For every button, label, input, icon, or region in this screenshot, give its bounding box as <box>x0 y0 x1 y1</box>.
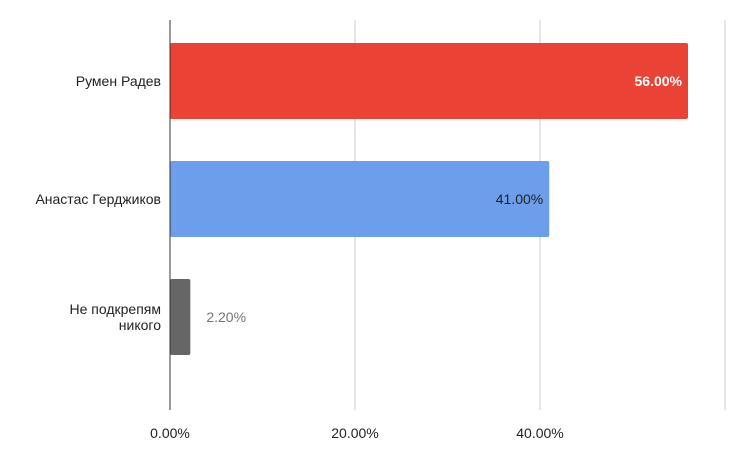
bar <box>170 43 688 119</box>
x-tick-label: 20.00% <box>331 425 378 441</box>
data-label: 2.20% <box>206 309 246 325</box>
category-label: никого <box>119 317 161 333</box>
data-label: 41.00% <box>496 191 543 207</box>
data-label: 56.00% <box>635 73 683 89</box>
category-label: Румен Радев <box>76 73 161 89</box>
x-tick-label: 0.00% <box>150 425 190 441</box>
category-label: Анастас Герджиков <box>35 191 161 207</box>
label-layer: 56.00% Румен Радев 41.00% Анастас Герджиков… <box>35 73 682 441</box>
x-tick-label: 40.00% <box>516 425 563 441</box>
bar <box>170 161 550 237</box>
category-label: Не подкрепям <box>70 301 162 317</box>
bar <box>170 279 191 355</box>
bar-layer <box>170 43 688 355</box>
